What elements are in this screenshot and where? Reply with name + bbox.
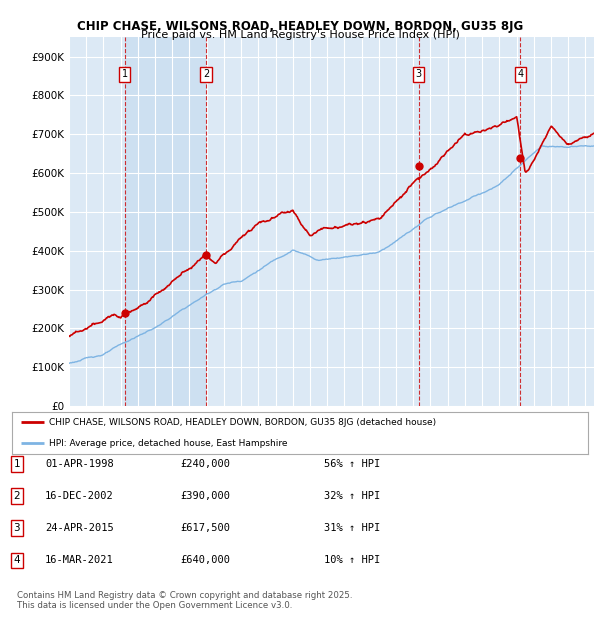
Text: 10% ↑ HPI: 10% ↑ HPI (324, 556, 380, 565)
Text: £617,500: £617,500 (180, 523, 230, 533)
Text: 3: 3 (13, 523, 20, 533)
Text: Price paid vs. HM Land Registry's House Price Index (HPI): Price paid vs. HM Land Registry's House … (140, 30, 460, 40)
Text: Contains HM Land Registry data © Crown copyright and database right 2025.
This d: Contains HM Land Registry data © Crown c… (17, 591, 352, 610)
Text: CHIP CHASE, WILSONS ROAD, HEADLEY DOWN, BORDON, GU35 8JG: CHIP CHASE, WILSONS ROAD, HEADLEY DOWN, … (77, 20, 523, 33)
Text: 31% ↑ HPI: 31% ↑ HPI (324, 523, 380, 533)
Text: 2: 2 (203, 69, 209, 79)
Text: £640,000: £640,000 (180, 556, 230, 565)
Text: 01-APR-1998: 01-APR-1998 (45, 459, 114, 469)
Text: £390,000: £390,000 (180, 491, 230, 501)
Text: 16-MAR-2021: 16-MAR-2021 (45, 556, 114, 565)
Text: 3: 3 (416, 69, 422, 79)
Text: 1: 1 (122, 69, 128, 79)
Text: CHIP CHASE, WILSONS ROAD, HEADLEY DOWN, BORDON, GU35 8JG (detached house): CHIP CHASE, WILSONS ROAD, HEADLEY DOWN, … (49, 418, 437, 427)
Bar (125, 37, 206, 406)
Text: 32% ↑ HPI: 32% ↑ HPI (324, 491, 380, 501)
Text: 4: 4 (13, 556, 20, 565)
Text: 4: 4 (517, 69, 523, 79)
Text: HPI: Average price, detached house, East Hampshire: HPI: Average price, detached house, East… (49, 439, 288, 448)
Text: £240,000: £240,000 (180, 459, 230, 469)
Text: 24-APR-2015: 24-APR-2015 (45, 523, 114, 533)
Text: 2: 2 (13, 491, 20, 501)
Text: 1: 1 (13, 459, 20, 469)
Text: 16-DEC-2002: 16-DEC-2002 (45, 491, 114, 501)
Text: 56% ↑ HPI: 56% ↑ HPI (324, 459, 380, 469)
